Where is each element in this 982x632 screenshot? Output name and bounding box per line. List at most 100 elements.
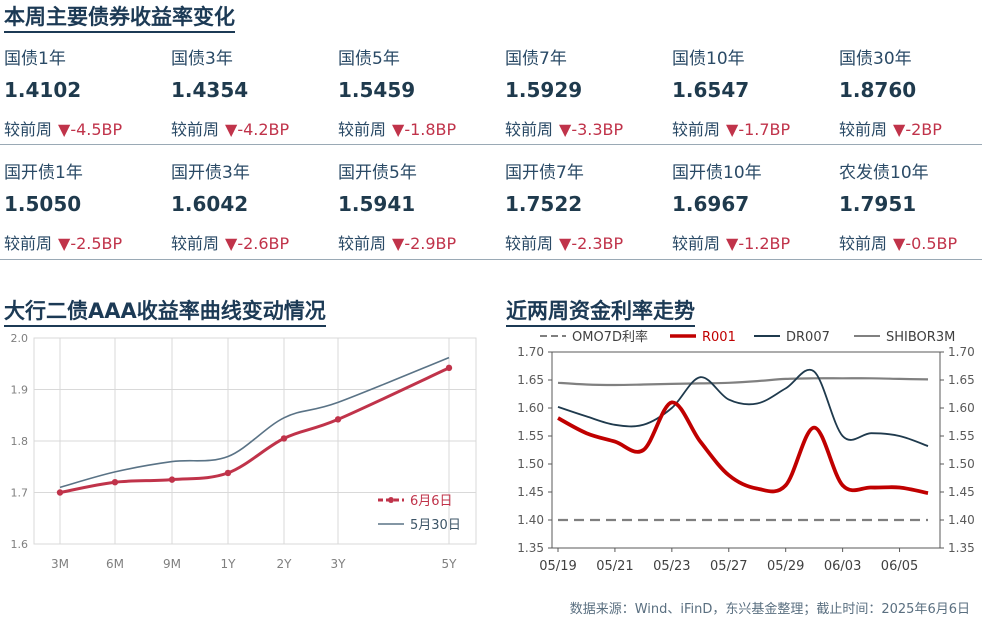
- bond-name: 国开债3年: [171, 163, 250, 183]
- down-triangle-icon: ▼: [726, 120, 739, 139]
- bond-yield: 1.6042: [171, 192, 249, 216]
- y-tick-label: 1.70: [517, 345, 544, 359]
- down-triangle-icon: ▼: [559, 120, 572, 139]
- series-line-r001: [557, 400, 929, 495]
- yield-table-title: 本周主要债券收益率变化: [4, 4, 235, 33]
- weekly-change: 较前周 ▼-2.6BP: [171, 230, 289, 254]
- x-tick-label: 6M: [106, 557, 124, 571]
- weekly-change: 较前周 ▼-2BP: [839, 116, 942, 140]
- change-label: 较前周: [4, 234, 53, 253]
- row-divider: [0, 259, 982, 260]
- plot-frame: [551, 351, 941, 549]
- y2-tick-label: 1.65: [948, 373, 975, 387]
- y2-tick-label: 1.50: [948, 457, 975, 471]
- x-tick-label: 06/05: [881, 559, 918, 574]
- bond-name: 国开债10年: [672, 163, 762, 183]
- y-tick-label: 1.55: [517, 429, 544, 443]
- change-label: 较前周: [505, 120, 554, 139]
- yield-card: 国债5年 1.5459 较前周 ▼-1.8BP: [334, 38, 500, 152]
- change-value: -2.3BP: [571, 234, 624, 253]
- legend-label-0530: 5月30日: [410, 518, 461, 533]
- bond-yield: 1.4102: [4, 78, 82, 102]
- money-rate-chart: 1.35 1.35 1.40 1.40 1.45 1.45 1.50 1.50 1.55 1.55…: [517, 329, 975, 574]
- source-note: 数据来源：Wind、iFinD，东兴基金整理；截止时间：2025年6月6日: [569, 602, 970, 617]
- y-tick-label: 1.8: [11, 435, 29, 448]
- bond-name: 农发债10年: [839, 163, 929, 183]
- down-triangle-icon: ▼: [225, 234, 238, 253]
- series-line-dr007: [557, 368, 929, 447]
- bond-yield: 1.6547: [672, 78, 750, 102]
- yield-card: 国开债5年 1.5941 较前周 ▼-2.9BP: [334, 152, 500, 266]
- yield-row-treasury: 国债1年 1.4102 较前周 ▼-4.5BP 国债3年 1.4354 较前周 ▼-4.2BP…: [0, 38, 982, 152]
- down-triangle-icon: ▼: [392, 234, 405, 253]
- legend-item-omo7d-label: OMO7D利率: [572, 329, 648, 345]
- weekly-change: 较前周 ▼-2.3BP: [505, 230, 623, 254]
- change-label: 较前周: [839, 120, 888, 139]
- y-tick-label: 1.50: [517, 457, 544, 471]
- y-tick-label: 1.7: [11, 487, 29, 500]
- y-tick-label: 1.65: [517, 373, 544, 387]
- change-label: 较前周: [171, 234, 220, 253]
- down-triangle-icon: ▼: [559, 234, 572, 253]
- yield-card: 国债7年 1.5929 较前周 ▼-3.3BP: [501, 38, 667, 152]
- bond-yield: 1.4354: [171, 78, 249, 102]
- change-value: -2BP: [905, 120, 942, 139]
- y-tick-label: 1.45: [517, 485, 544, 499]
- bond-name: 国开债7年: [505, 163, 584, 183]
- y-tick-label: 1.60: [517, 401, 544, 415]
- yield-card: 农发债10年 1.7951 较前周 ▼-0.5BP: [835, 152, 982, 266]
- row-divider: [0, 144, 982, 145]
- legend-item-shibor3m-label: SHIBOR3M: [886, 330, 955, 345]
- y2-tick-label: 1.40: [948, 513, 975, 527]
- yield-card: 国债10年 1.6547 较前周 ▼-1.7BP: [668, 38, 834, 152]
- bond-yield: 1.6967: [672, 192, 750, 216]
- bond-yield: 1.7951: [839, 192, 917, 216]
- y-tick-label: 1.9: [11, 384, 29, 397]
- x-tick-label: 05/19: [539, 559, 576, 574]
- change-label: 较前周: [338, 120, 387, 139]
- y2-tick-label: 1.55: [948, 429, 975, 443]
- legend-item-dr007-label: DR007: [786, 330, 830, 345]
- change-label: 较前周: [505, 234, 554, 253]
- bond-yield: 1.5929: [505, 78, 583, 102]
- y2-tick-label: 1.35: [948, 541, 975, 555]
- yield-card: 国债30年 1.8760 较前周 ▼-2BP: [835, 38, 982, 152]
- bond-name: 国债10年: [672, 49, 745, 69]
- x-tick-label: 06/03: [824, 559, 861, 574]
- change-value: -3.3BP: [571, 120, 624, 139]
- data-point-0606: [445, 364, 453, 372]
- change-value: -1.8BP: [404, 120, 457, 139]
- x-tick-label: 05/23: [653, 559, 690, 574]
- series-line-0606: [59, 366, 450, 494]
- x-tick-label: 05/21: [596, 559, 633, 574]
- yield-card: 国债1年 1.4102 较前周 ▼-4.5BP: [0, 38, 166, 152]
- change-value: -0.5BP: [905, 234, 958, 253]
- bond-name: 国债1年: [4, 49, 66, 69]
- y2-tick-label: 1.45: [948, 485, 975, 499]
- y-tick-label: 1.35: [517, 541, 544, 555]
- change-label: 较前周: [338, 234, 387, 253]
- yield-card: 国开债3年 1.6042 较前周 ▼-2.6BP: [167, 152, 333, 266]
- money-rate-chart-title: 近两周资金利率走势: [506, 298, 695, 327]
- weekly-change: 较前周 ▼-0.5BP: [839, 230, 957, 254]
- change-label: 较前周: [171, 120, 220, 139]
- series-line-shibor3m: [557, 377, 929, 387]
- change-label: 较前周: [4, 120, 53, 139]
- data-point-0606: [168, 476, 176, 483]
- data-point-0606: [280, 435, 288, 442]
- bond-yield: 1.5050: [4, 192, 82, 216]
- bond-yield: 1.5459: [338, 78, 416, 102]
- weekly-change: 较前周 ▼-4.5BP: [4, 116, 122, 140]
- bond-name: 国债7年: [505, 49, 567, 69]
- yield-row-cdb: 国开债1年 1.5050 较前周 ▼-2.5BP 国开债3年 1.6042 较前周 ▼-2.6…: [0, 152, 982, 266]
- x-tick-label: 05/29: [767, 559, 804, 574]
- weekly-change: 较前周 ▼-2.5BP: [4, 230, 122, 254]
- bond-yield: 1.8760: [839, 78, 917, 102]
- data-point-0606: [56, 489, 64, 496]
- curve-chart-title: 大行二债AAA收益率曲线变动情况: [4, 298, 326, 327]
- y2-tick-label: 1.60: [948, 401, 975, 415]
- change-value: -2.5BP: [70, 234, 123, 253]
- weekly-change: 较前周 ▼-1.8BP: [338, 116, 456, 140]
- x-tick-label: 1Y: [221, 557, 237, 571]
- weekly-change: 较前周 ▼-1.7BP: [672, 116, 790, 140]
